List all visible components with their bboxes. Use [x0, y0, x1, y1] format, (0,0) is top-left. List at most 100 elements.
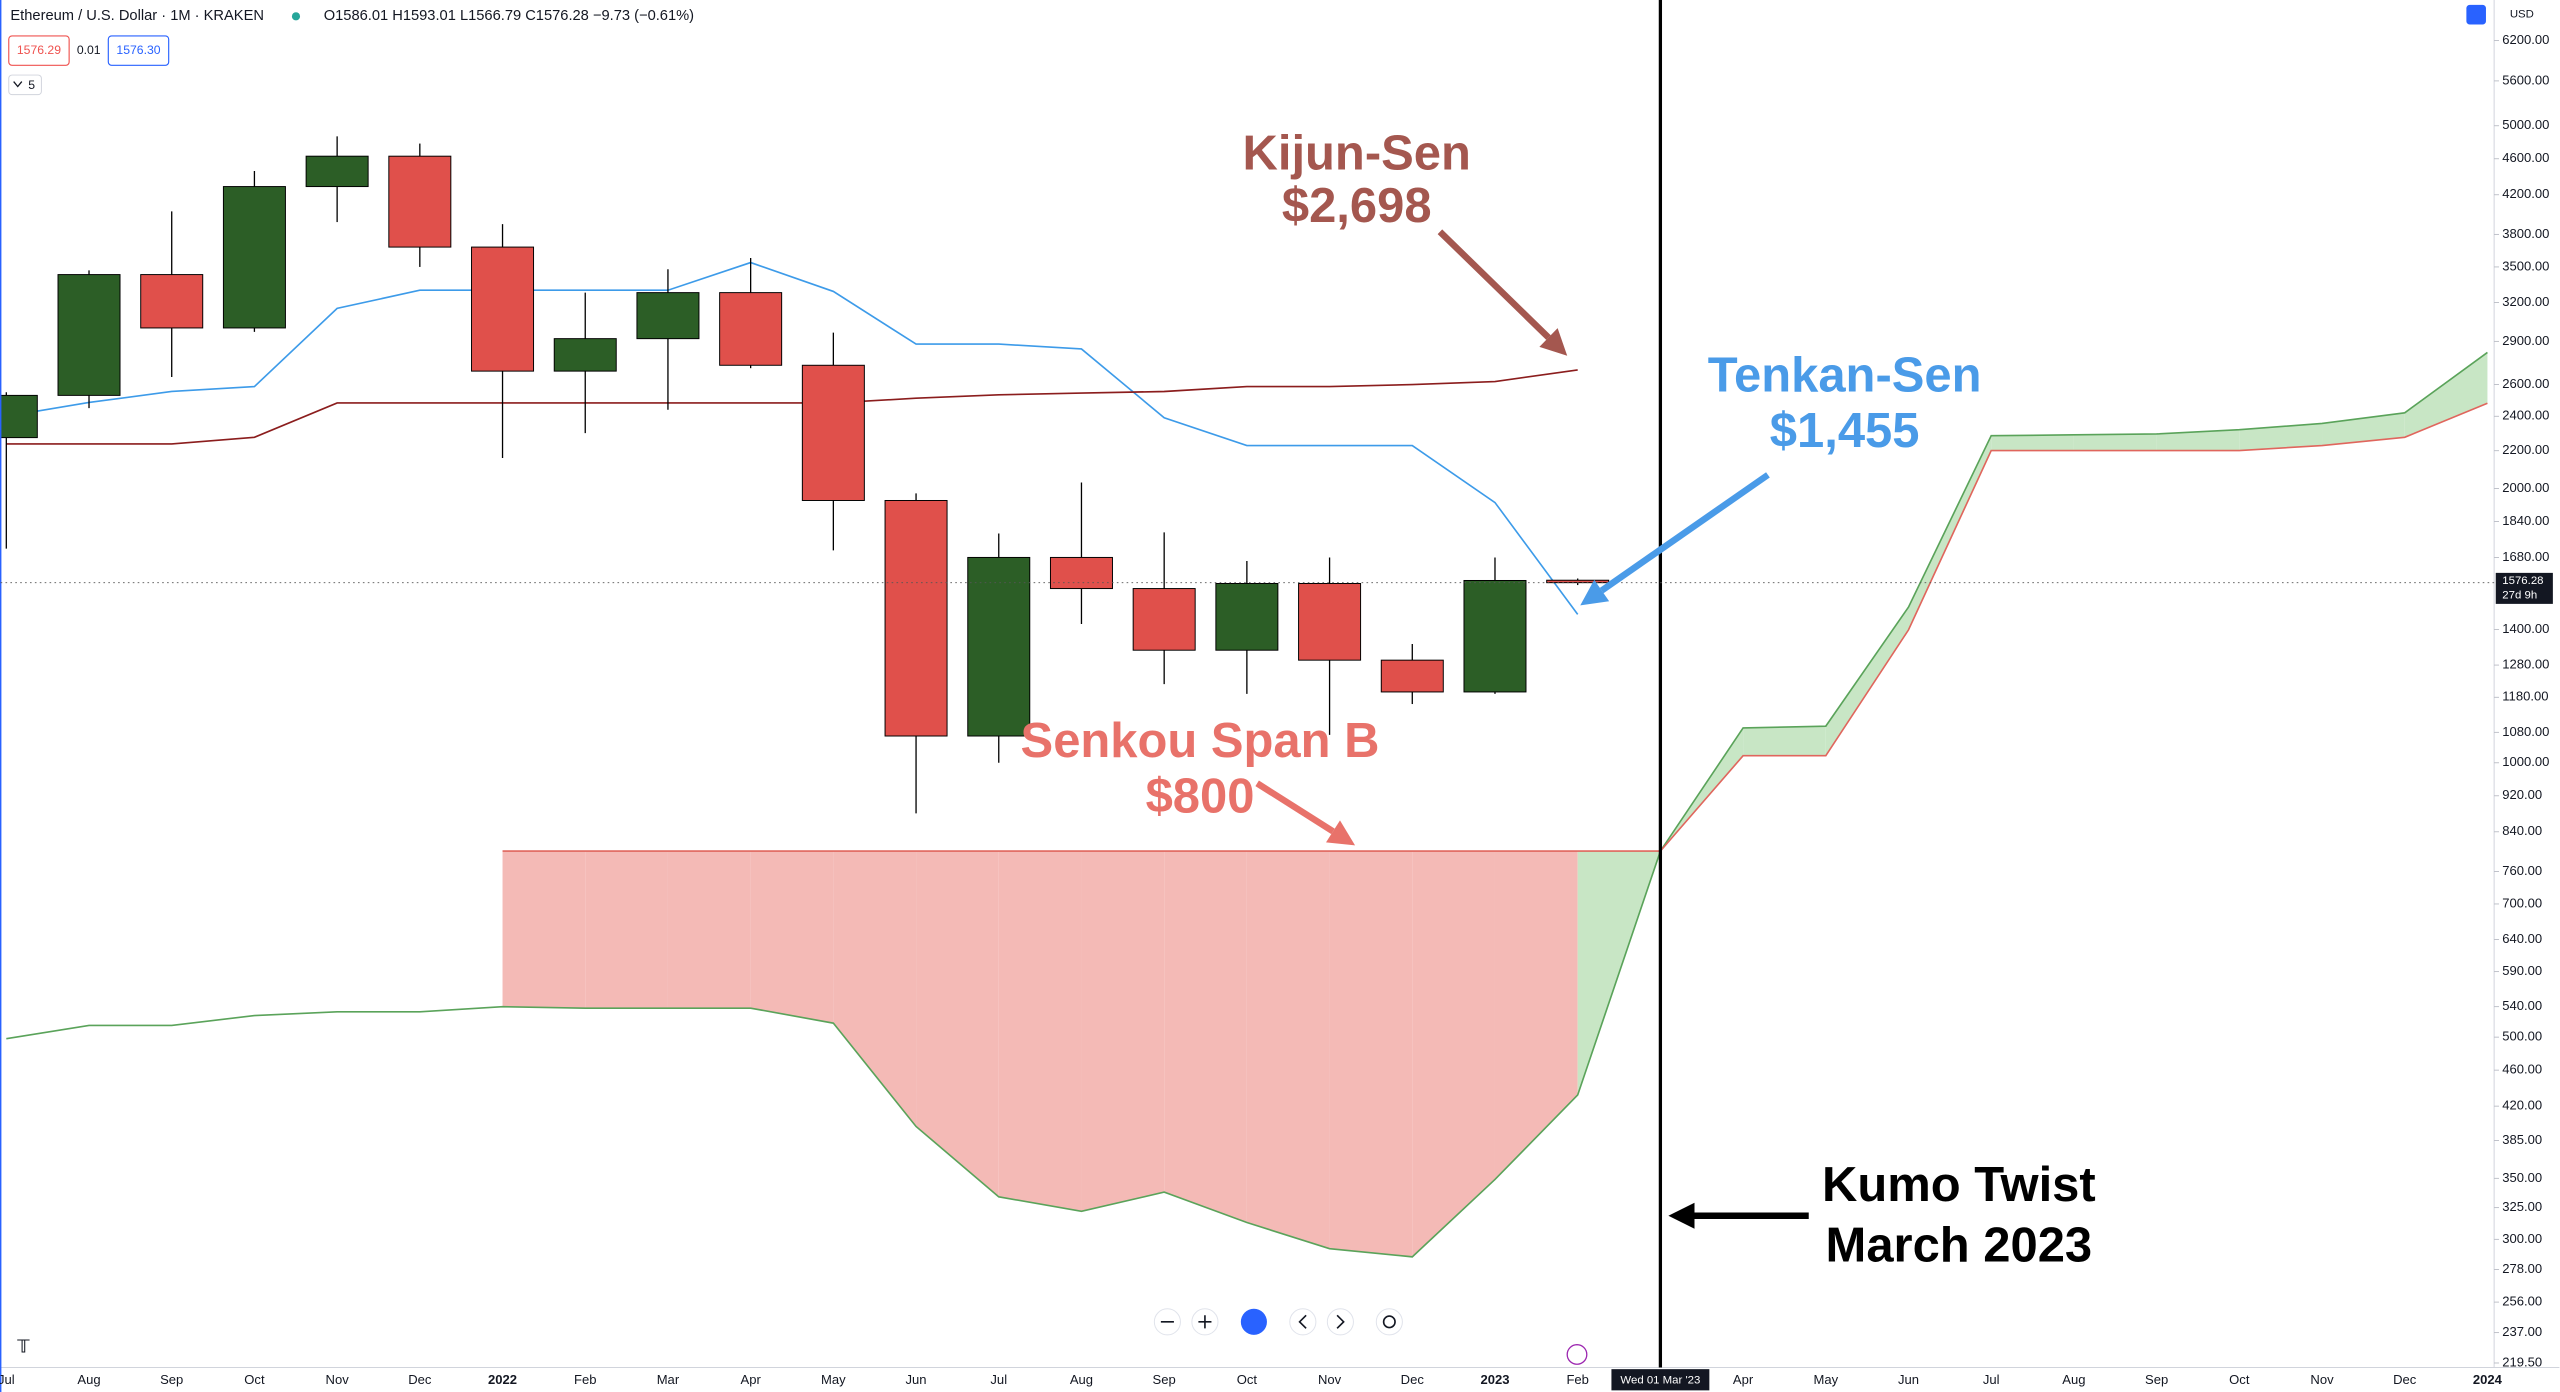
reset-button[interactable] — [1375, 1308, 1403, 1336]
navigation-toolbar — [1153, 1308, 1403, 1336]
y-tick-label: 640.00 — [2502, 931, 2542, 946]
reset-view-button[interactable] — [1240, 1308, 1267, 1335]
y-tick-label: 2600.00 — [2502, 376, 2549, 391]
kumo-cloud — [667, 851, 751, 1009]
y-tick-label: 920.00 — [2502, 787, 2542, 802]
candle-body — [1298, 583, 1362, 661]
x-tick-label: Nov — [2310, 1372, 2334, 1387]
y-tick-label: 1180.00 — [2502, 689, 2548, 704]
y-tick-label: 256.00 — [2502, 1294, 2542, 1309]
event-icon[interactable] — [1566, 1344, 1588, 1365]
plot-area — [0, 136, 2488, 1258]
x-tick-label: Feb — [1566, 1372, 1588, 1387]
candle-body — [57, 274, 121, 396]
y-tick-label: 4600.00 — [2502, 150, 2549, 165]
spread: 0.01 — [77, 43, 101, 57]
currency-label: USD — [2510, 9, 2534, 21]
arrow-head — [1580, 579, 1610, 606]
y-tick-label: 3800.00 — [2502, 226, 2549, 241]
x-tick-label: Oct — [2229, 1372, 2250, 1387]
x-tick-label: 2022 — [488, 1372, 517, 1387]
y-tick-label: 590.00 — [2502, 963, 2542, 978]
x-tick-label: Nov — [326, 1372, 350, 1387]
ohlc-readout: O1586.01 H1593.01 L1566.79 C1576.28 −9.7… — [324, 8, 694, 24]
annotation-text: Kijun-Sen — [1243, 127, 1471, 181]
x-tick-label: Oct — [1237, 1372, 1258, 1387]
x-tick-label: Dec — [2393, 1372, 2417, 1387]
candle-body — [1049, 556, 1113, 590]
indicator-line — [6, 351, 2488, 1258]
y-tick-label: 3500.00 — [2502, 258, 2549, 273]
right-icon — [1336, 1314, 1345, 1329]
candle-body — [553, 338, 617, 372]
candle-body — [719, 292, 783, 366]
candle-body — [801, 364, 865, 501]
candle-body — [140, 274, 204, 329]
crosshair-label-box — [1611, 1369, 1710, 1391]
y-tick-label: 5000.00 — [2502, 117, 2549, 132]
plus-icon — [1198, 1315, 1212, 1329]
y-tick-label: 420.00 — [2502, 1098, 2542, 1113]
market-status — [291, 12, 301, 21]
kumo-cloud — [833, 851, 917, 1127]
annotation-arrow — [1255, 780, 1335, 835]
y-tick-label: 300.00 — [2502, 1231, 2542, 1246]
candle-body — [305, 155, 369, 188]
y-tick-label: 278.00 — [2502, 1261, 2542, 1276]
reset-icon — [1382, 1315, 1396, 1329]
sell-button[interactable] — [8, 35, 70, 66]
candle-body — [1463, 579, 1527, 693]
kumo-cloud — [2239, 423, 2323, 451]
crosshair-label: Wed 01 Mar '23 — [1620, 1375, 1700, 1387]
buy-button[interactable] — [107, 35, 170, 66]
scroll-left-button[interactable] — [1289, 1308, 1317, 1336]
kumo-cloud — [2073, 433, 2157, 451]
x-tick-label: Oct — [244, 1372, 265, 1387]
scroll-right-button[interactable] — [1326, 1308, 1354, 1336]
candle-body — [967, 556, 1031, 737]
annotation-text: Senkou Span B — [1021, 714, 1380, 768]
chevron-icon — [13, 81, 23, 88]
annotation-arrow — [1599, 472, 1770, 594]
y-tick-label: 385.00 — [2502, 1132, 2542, 1147]
candle-body — [222, 186, 286, 329]
y-tick-label: 700.00 — [2502, 895, 2542, 910]
y-tick-label: 1840.00 — [2502, 513, 2549, 528]
x-tick-label: Jul — [0, 1372, 15, 1387]
x-tick-label: Aug — [77, 1372, 100, 1387]
kumo-cloud — [1991, 434, 2074, 451]
x-tick-label: Apr — [1733, 1372, 1754, 1387]
candle-body — [884, 499, 948, 737]
annotation-text: $800 — [1146, 770, 1255, 824]
candle-body — [0, 394, 38, 439]
annotation-text: $1,455 — [1770, 404, 1920, 458]
y-tick-label: 2400.00 — [2502, 408, 2549, 423]
last-price-box — [2495, 572, 2553, 604]
ask-price: 1576.30 — [116, 43, 160, 57]
y-tick-label: 460.00 — [2502, 1062, 2542, 1077]
arrow-head — [1539, 328, 1568, 356]
last-price-label: 1576.28 — [2502, 575, 2543, 587]
indicator-toggle[interactable] — [8, 74, 42, 96]
y-tick-label: 6200.00 — [2502, 32, 2549, 47]
y-tick-label: 1280.00 — [2502, 657, 2549, 672]
x-tick-label: Jun — [906, 1372, 927, 1387]
x-tick-label: Dec — [1401, 1372, 1425, 1387]
x-tick-label: Jul — [990, 1372, 1007, 1387]
y-tick-label: 2200.00 — [2502, 442, 2549, 457]
annotation-text: $2,698 — [1282, 179, 1432, 233]
kumo-cloud — [1246, 851, 1330, 1249]
x-tick-label: Sep — [2145, 1372, 2168, 1387]
x-tick-label: Sep — [160, 1372, 183, 1387]
y-tick-label: 2900.00 — [2502, 333, 2549, 348]
y-tick-label: 760.00 — [2502, 863, 2542, 878]
auto-scale-button[interactable] — [2466, 4, 2486, 25]
x-tick-label: May — [821, 1372, 846, 1387]
candle-body — [388, 155, 452, 248]
kumo-cloud — [2156, 429, 2240, 451]
kumo-cloud — [1164, 851, 1247, 1223]
y-tick-label: 219.50 — [2502, 1354, 2542, 1369]
y-tick-label: 1000.00 — [2502, 754, 2549, 769]
x-tick-label: Sep — [1153, 1372, 1176, 1387]
